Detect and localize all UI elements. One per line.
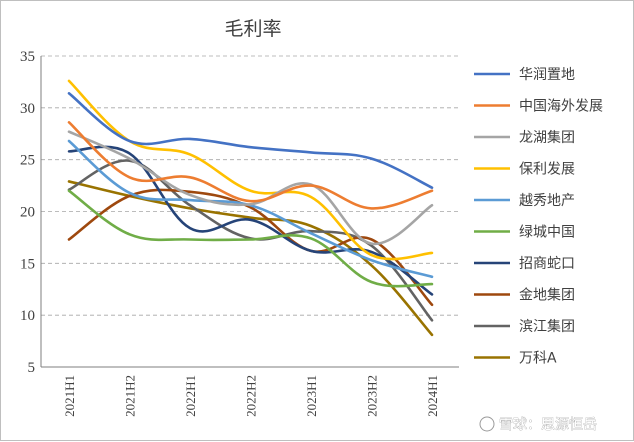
- y-tick-label: 35: [20, 49, 35, 65]
- series-line-6: [67, 145, 434, 296]
- x-tick-label: 2023H2: [365, 375, 380, 417]
- legend-label: 保利发展: [519, 162, 575, 178]
- y-tick-label: 25: [20, 153, 35, 169]
- x-tick-label: 2021H1: [62, 375, 77, 417]
- legend-label: 招商蛇口: [519, 256, 575, 272]
- x-tick-label: 2022H1: [183, 375, 198, 417]
- x-tick-label: 2024H1: [425, 375, 440, 417]
- x-tick-label: 2021H2: [123, 375, 138, 417]
- y-tick-label: 15: [20, 256, 35, 272]
- y-tick-label: 30: [20, 101, 35, 117]
- x-tick-label: 2023H1: [304, 375, 319, 417]
- watermark: 雪球：思源恒岳: [479, 416, 597, 433]
- y-tick-label: 10: [20, 308, 35, 324]
- snowball-logo-icon: [479, 416, 495, 432]
- x-tick-label: 2022H2: [244, 375, 259, 417]
- series-line-2: [67, 130, 434, 245]
- series-line-0: [67, 92, 434, 189]
- series-line-7: [67, 188, 434, 307]
- legend-label: 金地集团: [519, 287, 575, 304]
- series-line-1: [67, 121, 434, 210]
- legend-label: 万科A: [519, 351, 557, 367]
- legend: 华润置地中国海外发展龙湖集团保利发展越秀地产绿城中国招商蛇口金地集团滨江集团万科…: [474, 67, 603, 367]
- chart-title: 毛利率: [224, 18, 281, 40]
- watermark-text: 雪球：思源恒岳: [499, 417, 597, 433]
- x-axis: 2021H1 2021H2 2022H1 2022H2 2023H1 2023H2 2024…: [41, 366, 459, 417]
- legend-label: 绿城中国: [519, 225, 575, 241]
- legend-label: 越秀地产: [519, 193, 575, 209]
- legend-label: 龙湖集团: [519, 129, 575, 146]
- series-line-5: [67, 189, 434, 288]
- legend-label: 中国海外发展: [519, 99, 603, 115]
- grid: [41, 55, 459, 316]
- y-axis: 5 10 15 20 25 30 35: [20, 49, 42, 376]
- y-tick-label: 20: [20, 205, 35, 221]
- legend-label: 滨江集团: [519, 318, 575, 335]
- legend-label: 华润置地: [519, 67, 575, 83]
- series-lines: [67, 79, 434, 337]
- y-tick-label: 5: [28, 360, 36, 376]
